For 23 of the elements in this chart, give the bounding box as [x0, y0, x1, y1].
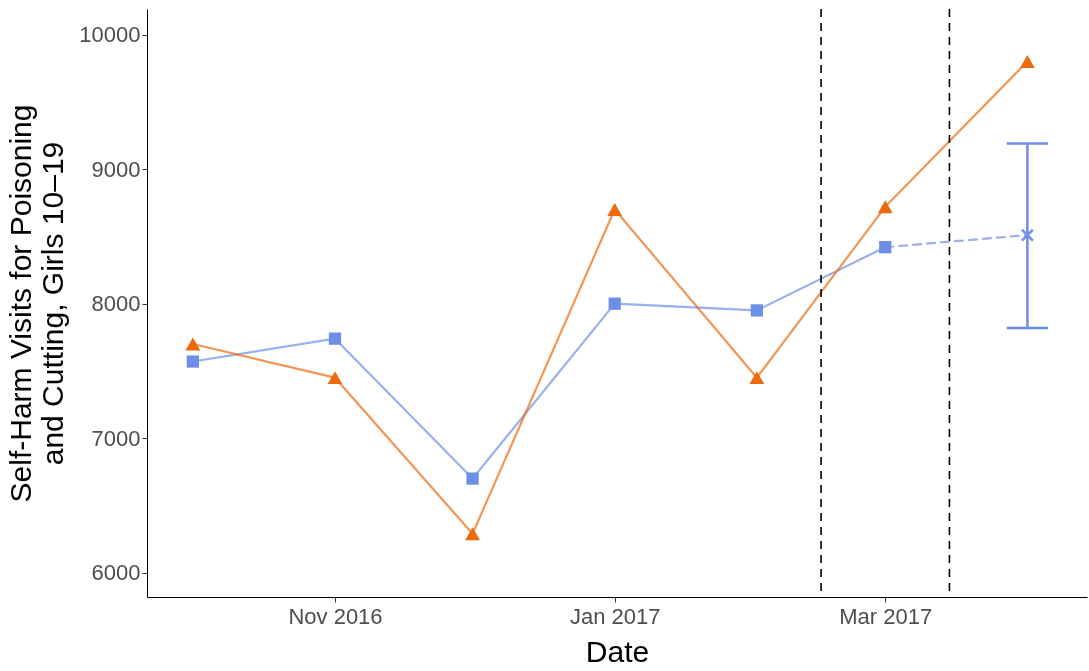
y-tick-label: 6000	[91, 560, 141, 586]
point	[186, 355, 199, 368]
point	[877, 200, 893, 214]
y-tick-label: 7000	[91, 425, 141, 451]
y-tick-label: 9000	[91, 156, 141, 182]
point	[327, 371, 343, 385]
point	[465, 527, 480, 541]
x-tick-label: Jan 2017	[569, 603, 661, 629]
point	[608, 297, 621, 310]
point	[1019, 55, 1035, 68]
point	[607, 203, 623, 216]
y-axis-title: Self-Harm Visits for Poisoning and Cutting, Girls 10–19	[4, 104, 70, 503]
point	[185, 337, 201, 351]
point	[328, 332, 342, 345]
x-tick-label: Mar 2017	[839, 603, 933, 629]
x-axis-title: Date	[585, 634, 650, 668]
point	[466, 472, 479, 485]
y-tick-label: 10000	[79, 22, 141, 48]
point	[750, 304, 763, 317]
point	[749, 371, 765, 385]
point	[1020, 228, 1035, 242]
x-tick-label: Nov 2016	[288, 603, 383, 629]
y-tick-label: 8000	[91, 291, 141, 317]
